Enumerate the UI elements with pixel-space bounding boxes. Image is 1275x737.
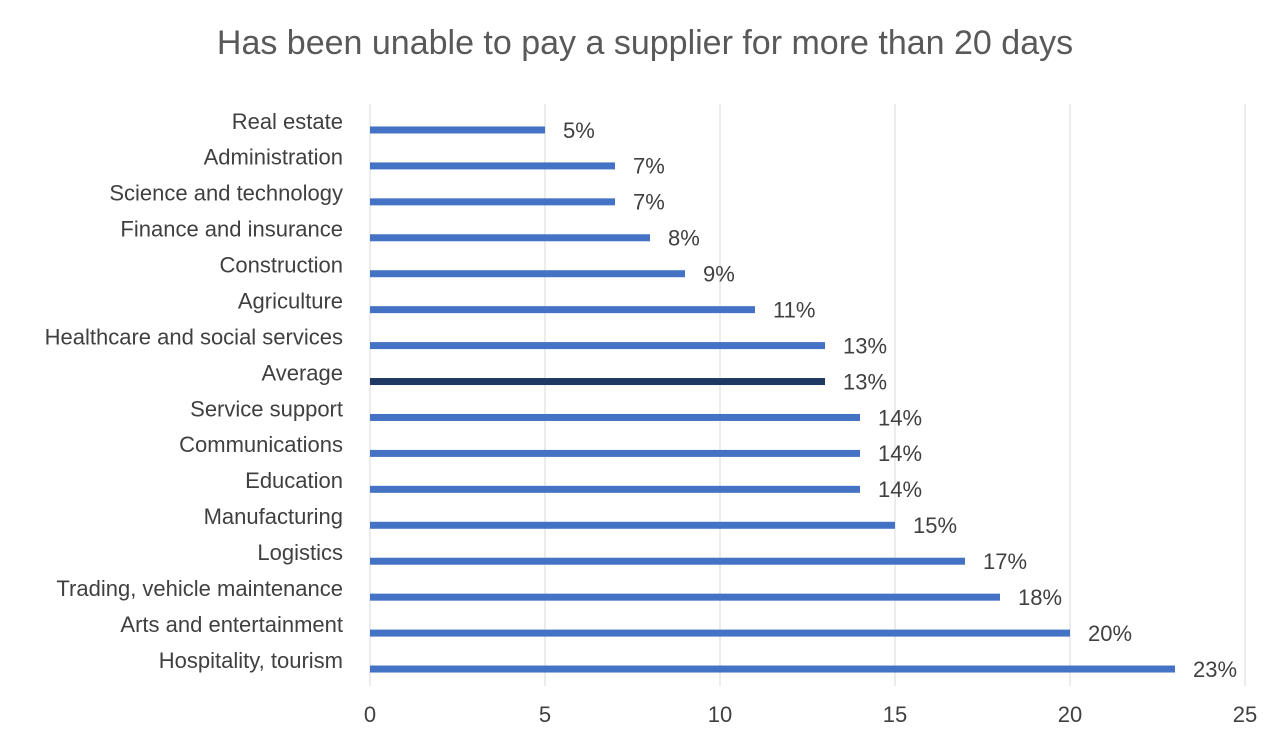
value-label: 17%	[983, 549, 1027, 574]
value-label: 7%	[633, 154, 665, 179]
y-tick-label: Education	[245, 468, 343, 493]
y-tick-label: Logistics	[257, 540, 343, 565]
y-tick-label: Hospitality, tourism	[159, 648, 343, 673]
value-label: 14%	[878, 441, 922, 466]
bar	[370, 665, 1175, 673]
value-label: 14%	[878, 405, 922, 430]
y-tick-label: Service support	[190, 396, 343, 421]
y-tick-label: Communications	[179, 432, 343, 457]
chart-title: Has been unable to pay a supplier for mo…	[217, 24, 1073, 62]
bar	[370, 234, 650, 242]
value-label: 11%	[773, 297, 815, 322]
bar	[370, 198, 615, 206]
value-label: 13%	[843, 333, 887, 358]
y-tick-label: Real estate	[232, 109, 343, 134]
value-label: 20%	[1088, 621, 1132, 646]
x-tick-label: 0	[364, 702, 376, 727]
value-label: 9%	[703, 262, 735, 287]
bar	[370, 593, 1000, 601]
x-tick-label: 25	[1233, 702, 1257, 727]
bar	[370, 485, 860, 493]
y-tick-label: Construction	[219, 253, 343, 278]
y-tick-label: Finance and insurance	[120, 217, 343, 242]
value-label: 15%	[913, 513, 957, 538]
bar	[370, 270, 685, 278]
value-label: 5%	[563, 118, 595, 143]
y-tick-label: Trading, vehicle maintenance	[56, 576, 343, 601]
bar	[370, 413, 860, 421]
bar	[370, 126, 545, 134]
value-label: 13%	[843, 369, 887, 394]
value-label: 18%	[1018, 585, 1062, 610]
y-tick-label: Average	[261, 360, 343, 385]
y-tick-label: Manufacturing	[204, 504, 343, 529]
y-tick-label: Arts and entertainment	[120, 612, 343, 637]
value-label: 7%	[633, 190, 665, 215]
x-tick-label: 10	[708, 702, 732, 727]
value-label: 8%	[668, 226, 700, 251]
bar	[370, 342, 825, 350]
bar	[370, 521, 895, 529]
y-tick-label: Science and technology	[109, 181, 343, 206]
bar	[370, 557, 965, 565]
y-tick-label: Healthcare and social services	[45, 324, 343, 349]
y-tick-label: Agriculture	[238, 288, 343, 313]
y-tick-label: Administration	[204, 145, 343, 170]
x-tick-label: 5	[539, 702, 551, 727]
bar	[370, 449, 860, 457]
bar	[370, 306, 755, 314]
bar	[370, 378, 825, 386]
value-label: 14%	[878, 477, 922, 502]
bar	[370, 162, 615, 170]
bar	[370, 629, 1070, 637]
x-tick-label: 15	[883, 702, 907, 727]
value-label: 23%	[1193, 657, 1237, 682]
x-tick-label: 20	[1058, 702, 1082, 727]
